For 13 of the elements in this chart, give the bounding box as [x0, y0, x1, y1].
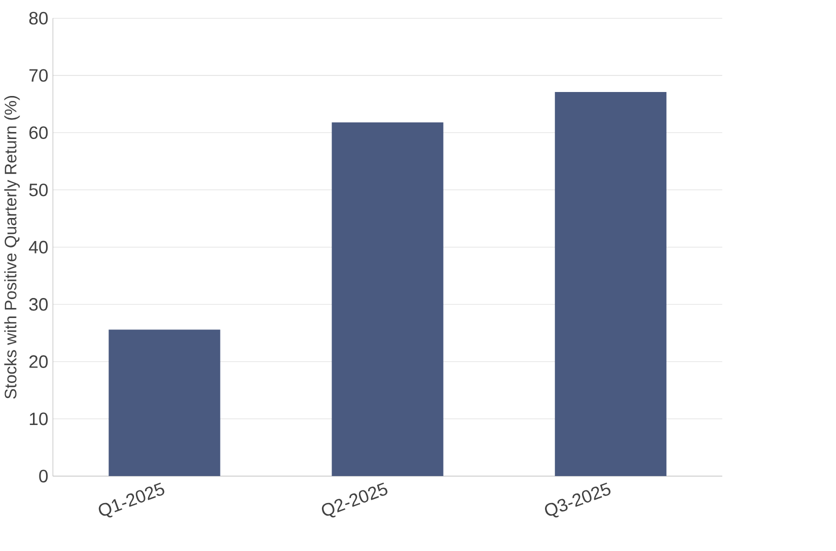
y-axis-title: Stocks with Positive Quarterly Return (%): [4, 96, 20, 399]
y-tick-label: 60: [29, 126, 48, 140]
bar: [554, 92, 666, 476]
y-tick-label: 30: [29, 298, 48, 311]
bar: [108, 330, 220, 476]
y-tick-label: 40: [28, 240, 48, 254]
y-tick-label: 20: [29, 355, 48, 368]
y-tick-label: 50: [29, 184, 48, 196]
y-tick-label: 10: [30, 412, 48, 426]
y-tick-label: 80: [29, 12, 48, 25]
y-tick-label: 70: [29, 69, 48, 82]
y-tick-label: 0: [39, 470, 48, 483]
bar: [332, 122, 444, 476]
